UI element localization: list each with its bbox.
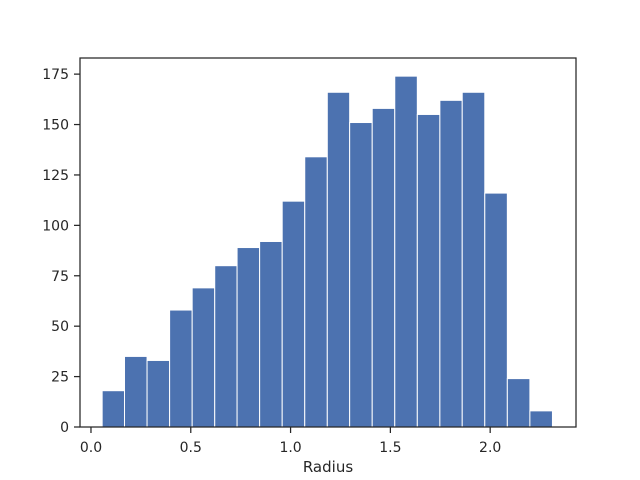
histogram-bar-14 (416, 113, 441, 428)
histogram-bar-6 (236, 247, 261, 428)
y-axis-ticks: 0 25 50 75 100 125 150 175 (42, 67, 80, 436)
x-axis-ticks: 0.0 0.5 1.0 1.5 2.0 (80, 427, 501, 456)
y-tick-label-3: 75 (51, 269, 69, 285)
x-tick-label-0: 0.0 (80, 440, 102, 456)
histogram-bar-8 (281, 200, 306, 428)
y-tick-label-5: 125 (42, 168, 69, 184)
y-tick-label-1: 25 (51, 370, 69, 386)
y-tick-label-0: 0 (60, 420, 69, 436)
histogram-bar-17 (484, 192, 508, 428)
x-tick-label-1: 0.5 (180, 440, 202, 456)
histogram-bar-10 (326, 91, 351, 428)
histogram-bar-12 (371, 107, 396, 428)
x-axis-label: Radius (303, 458, 353, 476)
histogram-bar-7 (259, 240, 283, 428)
histogram-bar-11 (349, 122, 373, 428)
histogram-bar-3 (169, 309, 193, 428)
histogram-bar-1 (124, 355, 148, 428)
x-tick-label-2: 1.0 (279, 440, 301, 456)
histogram-bar-15 (439, 99, 463, 428)
y-tick-label-4: 100 (42, 218, 69, 234)
plot-frame (79, 57, 577, 428)
y-tick-label-2: 50 (51, 319, 69, 335)
y-tick-label-6: 150 (42, 118, 69, 134)
histogram-bar-9 (304, 156, 328, 428)
histogram-bar-2 (146, 359, 171, 428)
histogram-bar-13 (394, 75, 418, 428)
histogram-bar-16 (461, 91, 486, 428)
x-tick-label-4: 2.0 (479, 440, 501, 456)
histogram-bar-5 (214, 265, 238, 428)
histogram-bar-18 (506, 378, 531, 428)
histogram-bars (101, 75, 553, 428)
y-tick-label-7: 175 (42, 67, 69, 83)
histogram-bar-0 (101, 390, 126, 428)
histogram-bar-4 (191, 287, 216, 428)
histogram-bar-19 (529, 410, 553, 428)
x-tick-label-3: 1.5 (379, 440, 401, 456)
